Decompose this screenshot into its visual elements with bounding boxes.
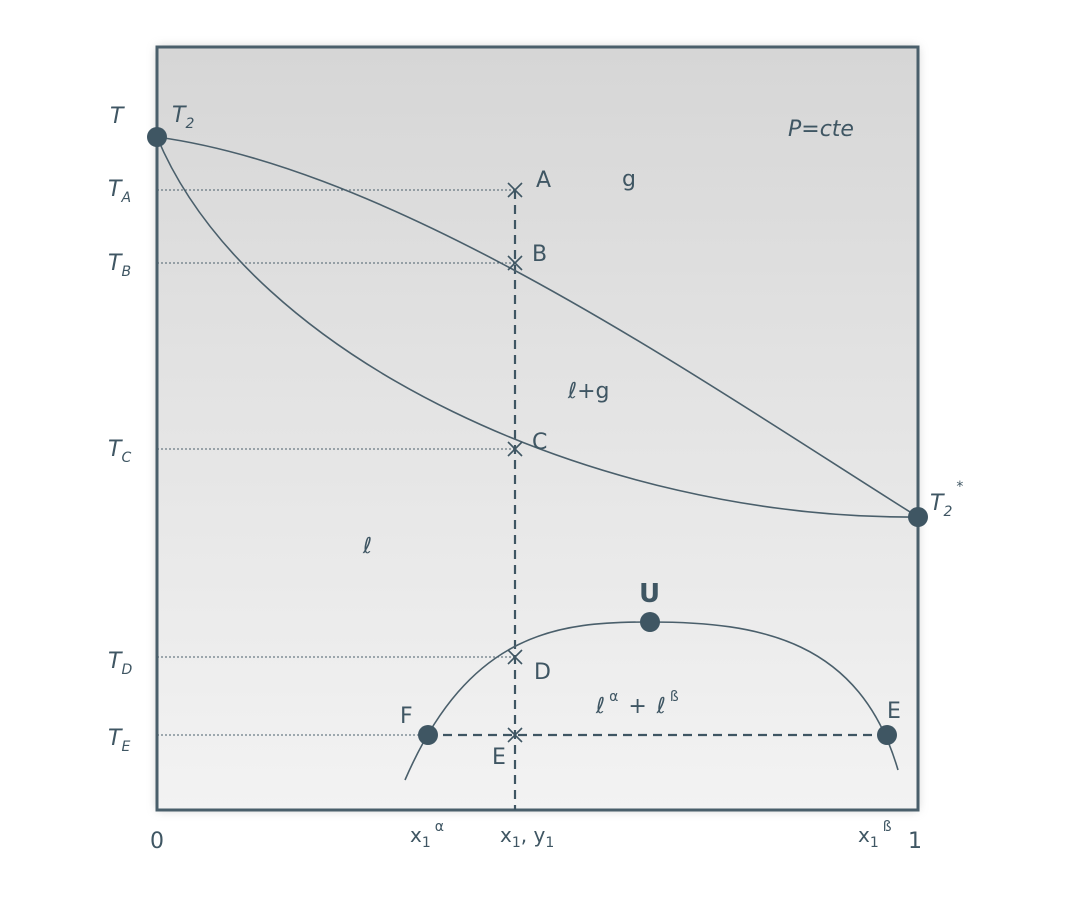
dot-f — [418, 725, 438, 745]
x-one: 1 — [908, 829, 922, 854]
point-a: A — [536, 168, 551, 193]
temp-d: TD — [108, 649, 132, 678]
dot-t2-star — [908, 507, 928, 527]
dot-t2 — [147, 127, 167, 147]
a: ℓ — [595, 694, 605, 719]
sub2: 1 — [545, 835, 554, 851]
point-c: C — [532, 430, 547, 455]
a-sup: α — [609, 689, 618, 705]
region-liquid: ℓ — [362, 534, 372, 559]
x1-y1: x1, y1 — [500, 823, 554, 851]
temp-e: TE — [108, 726, 130, 755]
temp-a: TA — [108, 177, 131, 206]
sub: C — [121, 450, 131, 466]
dot-u — [640, 612, 660, 632]
base: T — [108, 251, 123, 276]
plus: + — [628, 694, 646, 719]
sup: * — [956, 479, 963, 495]
sub: 1 — [422, 835, 431, 851]
sup: α — [435, 819, 444, 835]
region-gas: g — [622, 167, 636, 192]
bubble-curve — [156, 136, 919, 518]
x-zero: 0 — [150, 829, 164, 854]
cross-a — [507, 182, 523, 198]
cross-b — [507, 255, 523, 271]
point-b: B — [532, 242, 547, 267]
sub: D — [121, 662, 132, 678]
left-temp: T2 — [172, 103, 194, 132]
sub: 2 — [185, 116, 194, 132]
sub: 2 — [943, 504, 952, 520]
cross-e — [507, 727, 523, 743]
cross-d — [507, 649, 523, 665]
sep: , — [521, 823, 534, 847]
dots — [147, 127, 928, 745]
base: x — [410, 823, 422, 847]
point-e-right: E — [887, 699, 901, 724]
x-beta: x1ß — [858, 819, 892, 851]
b-sup: ß — [670, 689, 679, 705]
right-temp: T2* — [930, 479, 963, 520]
guide-lines — [157, 189, 887, 810]
x-alpha: x1α — [410, 819, 444, 851]
base: T — [172, 103, 187, 128]
b: ℓ — [656, 694, 666, 719]
point-u: U — [639, 579, 660, 609]
base: T — [108, 649, 123, 674]
base: T — [108, 177, 123, 202]
crosses — [507, 182, 523, 743]
temp-b: TB — [108, 251, 131, 280]
region-two-phase: ℓ+g — [567, 379, 610, 404]
base: T — [108, 726, 123, 751]
frame — [155, 45, 920, 812]
sub: 1 — [870, 835, 879, 851]
sub: 1 — [512, 835, 521, 851]
y-axis-label: T — [110, 104, 125, 129]
temp-c: TC — [108, 437, 131, 466]
base: T — [108, 437, 123, 462]
point-e: E — [492, 745, 506, 770]
base: T — [930, 491, 945, 516]
sub: A — [120, 190, 131, 206]
cross-c — [507, 441, 523, 457]
base: x — [500, 823, 512, 847]
region-lle: ℓ α + ℓ ß — [595, 689, 679, 719]
sub: E — [121, 739, 130, 755]
pressure: P=cte — [788, 117, 854, 142]
point-f: F — [400, 704, 413, 729]
point-d: D — [534, 660, 551, 685]
dew-curve — [156, 136, 919, 518]
base: x — [858, 823, 870, 847]
sup: ß — [883, 819, 892, 835]
sub: B — [121, 264, 131, 280]
dot-e — [877, 725, 897, 745]
base2: y — [533, 823, 545, 847]
